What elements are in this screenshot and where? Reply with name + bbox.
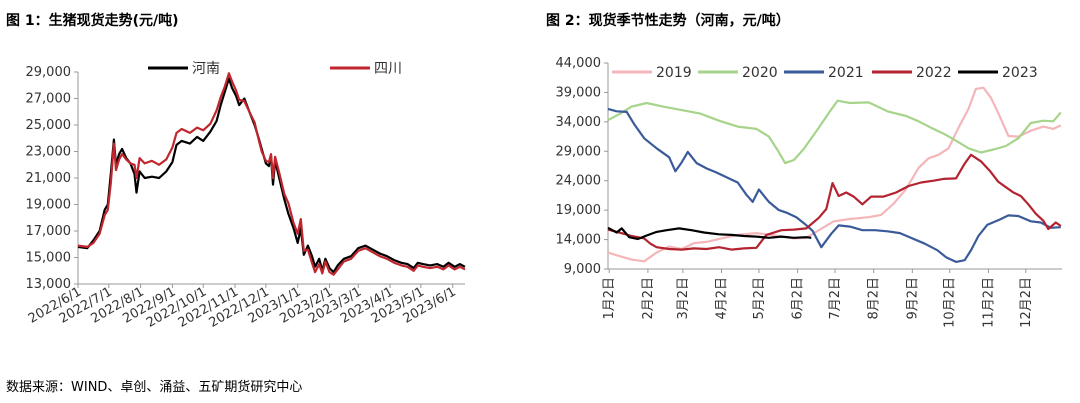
y-tick-label: 25,000 [26,118,72,133]
line-chart-left: 13,000 15,000 17,000 19,000 21,000 23,000 25,0… [26,61,466,331]
y-tick-label: 19,000 [26,198,72,213]
x-tick-label: 8月2日 [867,277,882,320]
legend-label: 2020 [742,65,778,81]
legend: 河南 四川 [148,61,402,77]
x-tick-label: 10月2日 [943,277,958,328]
series-line-2020 [607,99,1062,165]
y-tick-label: 15,000 [26,251,72,266]
source-note: 数据来源：WIND、卓创、涌益、五矿期货研究中心 [6,380,303,395]
y-tick-label: 13,000 [26,277,72,292]
y-tick-label: 17,000 [26,224,72,239]
y-tick-label: 14,000 [556,233,602,248]
y-tick-label: 21,000 [26,171,72,186]
series-line-2021 [607,107,1061,263]
x-tick-label: 4月2日 [715,277,730,320]
y-tick-label: 29,000 [26,65,72,80]
x-tick-label: 6月2日 [791,277,806,320]
chart-title-left: 图 1：生猪现货走势(元/吨) [6,13,179,29]
series-line-四川 [77,72,466,276]
legend-label: 2023 [1002,65,1038,81]
legend-label: 2021 [828,65,864,81]
y-tick-label: 24,000 [556,174,602,189]
y-tick-label: 34,000 [556,115,602,130]
chart-panel-left: 图 1：生猪现货走势(元/吨) 13,000 15,000 17,000 19,000… [0,0,530,370]
legend-label: 2022 [916,65,952,81]
y-tick-label: 9,000 [564,262,601,277]
plot-area: 9,000 14,000 19,000 24,000 29,000 34,000 39,00… [556,56,1062,328]
series-line-2019 [607,86,1062,263]
legend-label: 2019 [656,65,692,81]
y-tick-label: 39,000 [556,85,602,100]
x-tick-label: 2月2日 [641,277,656,320]
y-tick-label: 27,000 [26,92,72,107]
x-tick-label: 5月2日 [752,277,767,320]
chart-panel-right: 图 2：现货季节性走势（河南，元/吨） 9,000 14,000 19,000 24,… [540,0,1080,370]
x-tick-label: 12月2日 [1019,277,1034,328]
y-tick-label: 29,000 [556,144,602,159]
legend-label: 河南 [192,61,220,77]
series-line-河南 [77,77,466,274]
y-tick-label: 19,000 [556,203,602,218]
legend-label: 四川 [374,61,402,77]
chart-title-right: 图 2：现货季节性走势（河南，元/吨） [546,13,790,29]
series-line-2023 [607,226,812,241]
x-tick-label: 1月2日 [602,277,617,320]
x-tick-label: 3月2日 [676,277,691,320]
y-tick-label: 23,000 [26,145,72,160]
x-tick-label: 9月2日 [905,277,920,320]
y-tick-label: 44,000 [556,56,602,71]
series-line-2022 [607,153,1062,251]
legend: 2019 2020 2021 2022 2023 [612,65,1038,81]
x-tick-label: 11月2日 [981,277,996,328]
x-tick-label: 7月2日 [828,277,843,320]
line-chart-right: 9,000 14,000 19,000 24,000 29,000 34,000 39,00… [556,56,1062,328]
plot-area: 13,000 15,000 17,000 19,000 21,000 23,000 25,0… [26,65,466,331]
